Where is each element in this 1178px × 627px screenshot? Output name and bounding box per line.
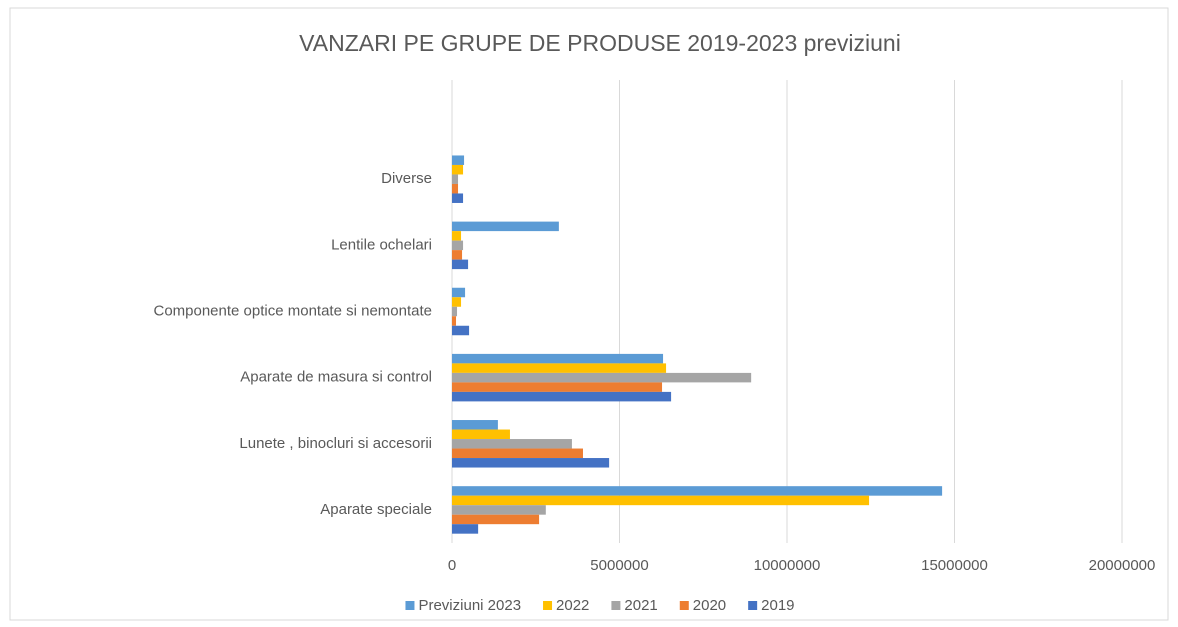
y-tick-label: Lentile ochelari (331, 236, 432, 253)
legend-label: 2019 (761, 597, 794, 614)
bar (452, 306, 458, 317)
chart-title: VANZARI PE GRUPE DE PRODUSE 2019-2023 pr… (299, 30, 901, 56)
bar (452, 458, 610, 468)
bar (452, 363, 667, 373)
bar (452, 514, 540, 525)
bar (452, 174, 459, 184)
y-tick-label: Diverse (381, 170, 432, 187)
x-tick-label: 10000000 (754, 557, 821, 574)
legend-swatch (611, 601, 621, 610)
bar (452, 486, 943, 496)
bar (452, 183, 459, 194)
x-tick-label: 5000000 (590, 557, 648, 574)
bar (452, 420, 498, 430)
bar (452, 391, 672, 402)
bar (452, 448, 583, 459)
legend-swatch (543, 601, 553, 610)
bar (452, 240, 464, 251)
bar (452, 325, 470, 336)
bar (452, 250, 463, 260)
bar (452, 495, 870, 506)
bar (452, 524, 479, 534)
legend-swatch (748, 601, 758, 610)
legend-swatch (679, 601, 689, 610)
bar (452, 259, 469, 270)
bar (452, 439, 572, 449)
chart-frame (9, 7, 1169, 621)
bar (452, 193, 464, 203)
legend-label: 2022 (556, 597, 589, 614)
bar (452, 316, 457, 326)
bar (452, 353, 664, 364)
bar (452, 164, 464, 175)
y-tick-label: Componente optice montate si nemontate (153, 302, 432, 319)
legend-label: 2021 (624, 597, 657, 614)
x-tick-label: 15000000 (921, 557, 988, 574)
bar (452, 155, 465, 165)
x-tick-label: 20000000 (1089, 557, 1156, 574)
legend-label: 2020 (693, 597, 726, 614)
bar (452, 297, 462, 307)
legend-label: Previziuni 2023 (418, 597, 521, 614)
x-tick-label: 0 (448, 557, 456, 574)
bar (452, 429, 510, 440)
bar (452, 505, 546, 515)
bar (452, 221, 559, 232)
bar (452, 382, 663, 392)
bar (452, 287, 466, 298)
bar (452, 231, 462, 241)
y-tick-label: Aparate speciale (320, 501, 432, 518)
bar (452, 372, 752, 383)
y-tick-label: Aparate de masura si control (240, 369, 432, 386)
legend-swatch (405, 601, 415, 610)
y-tick-label: Lunete , binocluri si accesorii (239, 435, 432, 452)
